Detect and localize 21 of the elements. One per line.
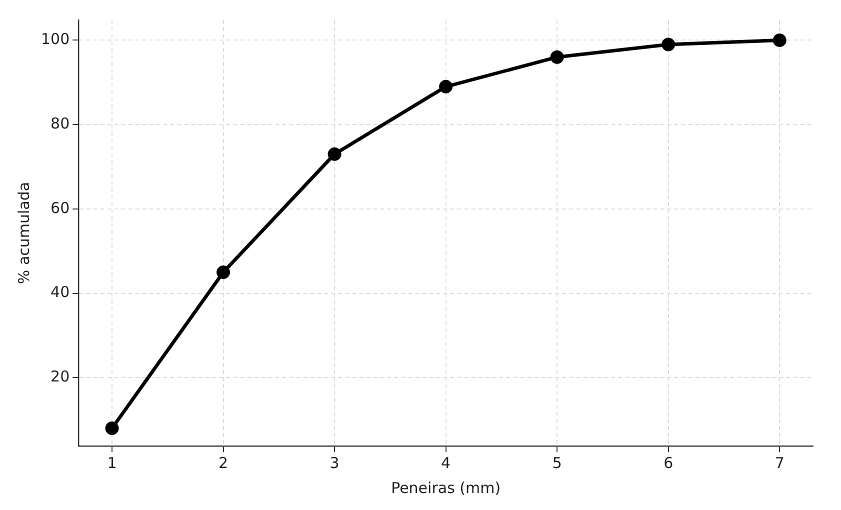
point	[105, 422, 119, 436]
x-tick-label: 3	[330, 454, 340, 472]
y-tick-label: 20	[50, 368, 70, 386]
point	[662, 38, 676, 52]
y-tick-label: 80	[50, 114, 70, 132]
x-axis-title: Peneiras (mm)	[391, 478, 501, 497]
y-tick-label: 100	[40, 30, 70, 48]
x-tick-label: 6	[664, 454, 674, 472]
y-axis-title: % acumulada	[14, 182, 33, 284]
x-tick-label: 5	[552, 454, 562, 472]
point	[328, 147, 342, 161]
point	[772, 33, 786, 47]
y-tick-label: 40	[50, 283, 70, 302]
x-tick-label: 4	[441, 454, 451, 472]
x-tick-label: 2	[218, 454, 228, 472]
point	[439, 80, 453, 94]
point	[216, 265, 230, 279]
x-tick-label: 1	[107, 454, 117, 472]
y-tick-label: 60	[50, 198, 70, 217]
x-tick-label: 7	[774, 454, 784, 472]
point	[550, 50, 564, 64]
